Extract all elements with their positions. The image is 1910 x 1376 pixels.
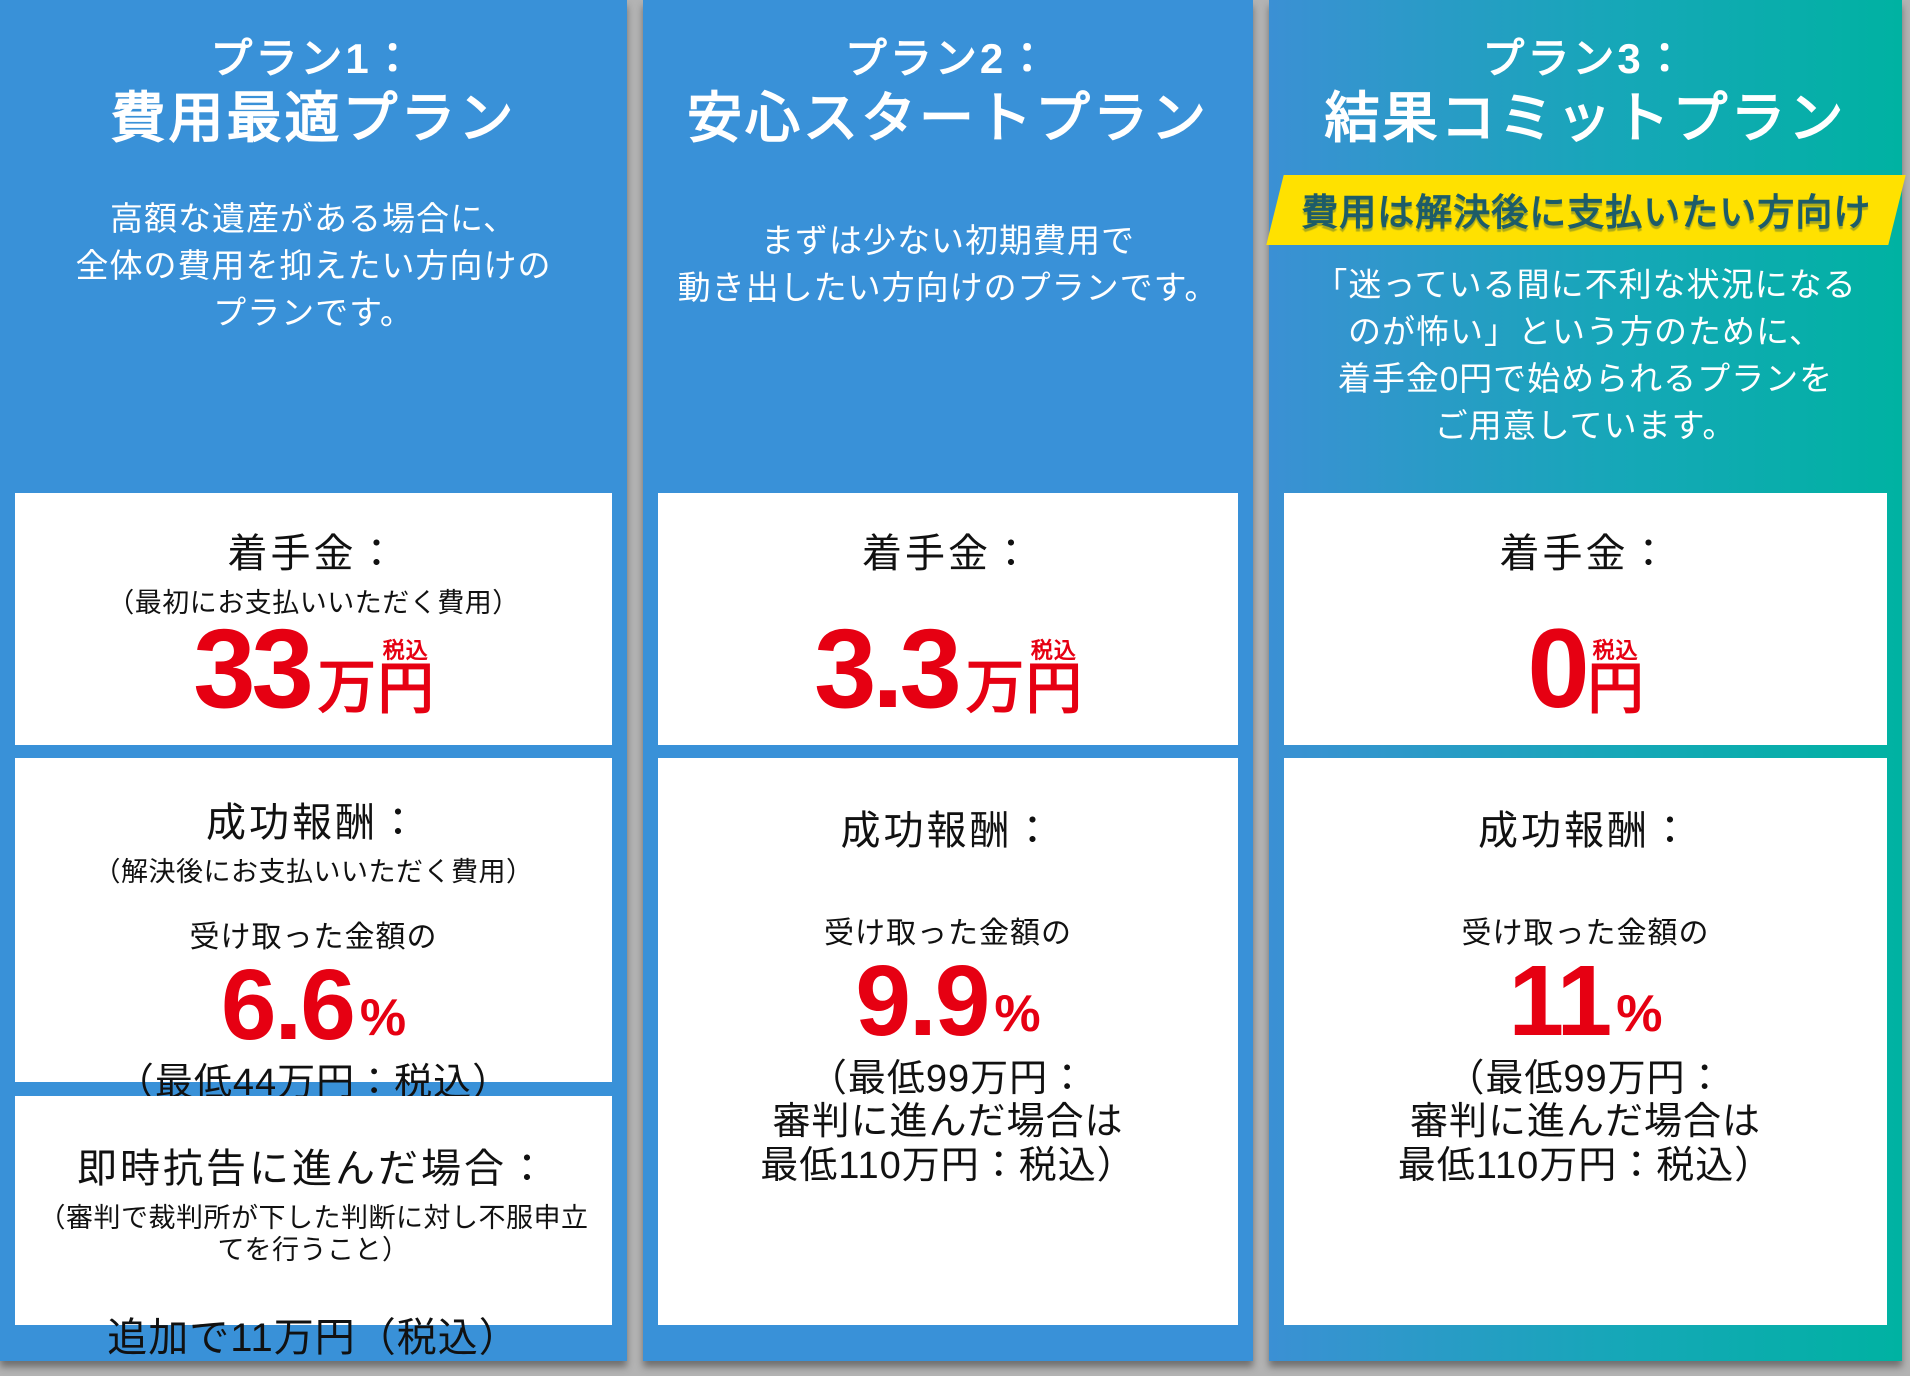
price-unit-yen: 円: [1025, 656, 1082, 720]
success-fee-note-line: （最低99万円：: [1446, 1058, 1725, 1100]
price-amount: 0: [1527, 606, 1589, 732]
plan3-description-line: 「迷っている間に不利な状況になる: [1314, 265, 1857, 303]
success-fee-note-line: （最低99万円：: [808, 1058, 1088, 1100]
plan3-success-fee-percent: 11 %: [1508, 945, 1663, 1057]
plan1-description-line: 高額な遺産がある場合に、: [109, 199, 517, 237]
plan3-description: 「迷っている間に不利な状況になる のが怖い」という方のために、 着手金0円で始め…: [1269, 261, 1902, 450]
plan1-title: 費用最適プラン: [110, 87, 517, 150]
success-fee-note: （最低99万円： 審判に進んだ場合は 最低110万円：税込）: [1398, 1058, 1774, 1188]
initial-fee-title: 着手金：: [227, 532, 400, 576]
success-fee-note-line: 最低110万円：税込）: [760, 1144, 1136, 1187]
plan2-success-fee-percent: 9.9 %: [855, 945, 1041, 1057]
tax-included-label: 税込: [1030, 637, 1077, 663]
plan1-success-fee-percent: 6.6 %: [220, 949, 407, 1062]
plan3-initial-fee-price: 0 税込 円: [1527, 606, 1644, 732]
plan2-label: プラン2：: [844, 35, 1052, 82]
percent-sign: %: [359, 989, 407, 1048]
plan3-description-line: ご用意しています。: [1434, 407, 1737, 445]
plan3-description-line: のが怖い」という方のために、: [1347, 313, 1823, 351]
plan3-panel: プラン3： 結果コミットプラン 費用は解決後に支払いたい方向け 「迷っている間に…: [1265, 0, 1906, 1361]
percent-sign: %: [994, 985, 1041, 1043]
plan2-description-line: まずは少ない初期費用で: [761, 221, 1135, 259]
plan3-label: プラン3：: [1482, 35, 1689, 82]
plan2-panel: プラン2： 安心スタートプラン まずは少ない初期費用で 動き出したい方向けのプラ…: [643, 0, 1253, 1361]
price-yen-tax-stack: 税込 円: [1025, 637, 1082, 720]
plan3-success-fee-card: 成功報酬： 受け取った金額の 11 % （最低99万円： 審判に進んだ場合は 最…: [1284, 758, 1887, 1325]
initial-fee-title: 着手金：: [862, 532, 1034, 576]
success-fee-title: 成功報酬：: [840, 809, 1056, 853]
price-yen-tax-stack: 税込 円: [1587, 637, 1644, 720]
success-fee-lead: 受け取った金額の: [824, 917, 1072, 950]
price-unit-man: 万: [317, 654, 376, 720]
success-fee-title: 成功報酬：: [206, 801, 421, 845]
plan1-panel: プラン1： 費用最適プラン 高額な遺産がある場合に、 全体の費用を抑えたい方向け…: [0, 0, 627, 1361]
plan3-badge-text: 費用は解決後に支払いたい方向け: [1300, 191, 1871, 233]
percent-value: 9.9: [855, 945, 990, 1057]
price-unit-yen: 円: [1587, 656, 1644, 720]
initial-fee-subtitle: （最初にお支払いいただく費用）: [107, 588, 520, 618]
success-fee-title: 成功報酬：: [1478, 809, 1693, 853]
price-unit-man: 万: [965, 654, 1024, 720]
percent-value: 11: [1508, 945, 1613, 1057]
plan1-description: 高額な遺産がある場合に、 全体の費用を抑えたい方向けの プランです。: [0, 195, 627, 337]
price-amount: 3.3: [814, 606, 962, 732]
plan1-label: プラン1：: [210, 35, 417, 82]
plan2-initial-fee-price: 3.3 万 税込 円: [814, 606, 1082, 732]
price-amount: 33: [193, 606, 314, 732]
plan2-success-fee-card: 成功報酬： 受け取った金額の 9.9 % （最低99万円： 審判に進んだ場合は …: [658, 758, 1238, 1325]
plan2-description: まずは少ない初期費用で 動き出したい方向けのプランです。: [643, 217, 1253, 311]
plan1-description-line: 全体の費用を抑えたい方向けの: [75, 247, 552, 285]
appeal-title: 即時抗告に進んだ場合：: [77, 1147, 550, 1191]
price-yen-tax-stack: 税込 円: [377, 637, 434, 720]
plan1-appeal-fee-card: 即時抗告に進んだ場合： （審判で裁判所が下した判断に対し不服申立てを行うこと） …: [15, 1096, 612, 1360]
plan3-badge: 費用は解決後に支払いたい方向け: [1265, 174, 1906, 245]
price-unit-yen: 円: [377, 656, 434, 720]
success-fee-lead: 受け取った金額の: [189, 921, 438, 955]
success-fee-note-line: 最低110万円：税込）: [1397, 1144, 1774, 1187]
plan1-initial-fee-price: 33 万 税込 円: [193, 606, 434, 732]
success-fee-note-line: 審判に進んだ場合は: [772, 1101, 1124, 1144]
appeal-note: 追加で11万円（税込）: [107, 1315, 520, 1360]
plan3-title: 結果コミットプラン: [1324, 87, 1847, 150]
initial-fee-title: 着手金：: [1499, 532, 1672, 576]
plan3-initial-fee-card: 着手金： 0 税込 円: [1284, 493, 1887, 745]
percent-value: 6.6: [220, 949, 356, 1062]
success-fee-note-line: 審判に進んだ場合は: [1409, 1101, 1761, 1144]
plan2-title: 安心スタートプラン: [686, 87, 1209, 150]
tax-included-label: 税込: [1592, 637, 1639, 663]
plan2-description-line: 動き出したい方向けのプランです。: [677, 269, 1219, 307]
plan2-initial-fee-card: 着手金： 3.3 万 税込 円: [658, 493, 1238, 745]
tax-included-label: 税込: [382, 637, 429, 663]
appeal-subtitle: （審判で裁判所が下した判断に対し不服申立てを行うこと）: [38, 1203, 589, 1266]
success-fee-subtitle: （解決後にお支払いいただく費用）: [93, 857, 534, 887]
plan1-description-line: プランです。: [213, 294, 414, 332]
success-fee-lead: 受け取った金額の: [1461, 917, 1710, 950]
plan1-initial-fee-card: 着手金： （最初にお支払いいただく費用） 33 万 税込 円: [15, 493, 612, 745]
percent-sign: %: [1616, 985, 1663, 1043]
plan3-description-line: 着手金0円で始められるプランを: [1337, 360, 1834, 398]
success-fee-note: （最低99万円： 審判に進んだ場合は 最低110万円：税込）: [760, 1058, 1136, 1188]
plan1-success-fee-card: 成功報酬： （解決後にお支払いいただく費用） 受け取った金額の 6.6 % （最…: [15, 758, 612, 1104]
plan3-badge-background: 費用は解決後に支払いたい方向け: [1265, 174, 1906, 245]
